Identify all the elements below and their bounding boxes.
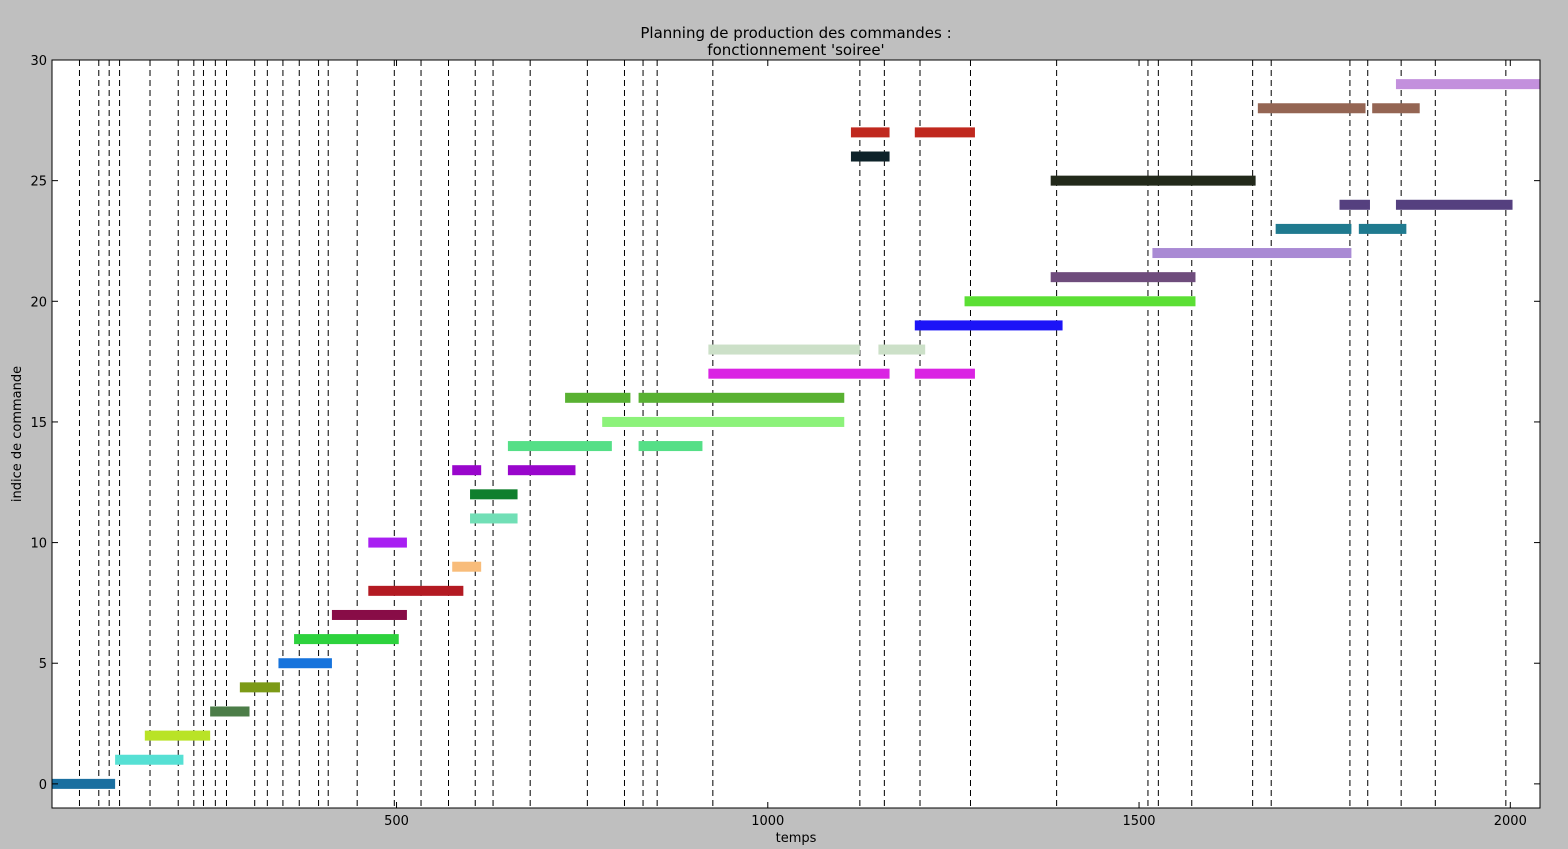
plot-area xyxy=(52,60,1540,808)
y-tick-label-15: 15 xyxy=(30,416,47,431)
bar-order-5-5 xyxy=(278,658,332,669)
x-tick-label-1000: 1000 xyxy=(751,814,784,829)
bar-order-11-11 xyxy=(470,513,518,524)
bar-order-19-24 xyxy=(914,320,1063,331)
plot-frame xyxy=(51,59,1541,809)
bar-order-18-22 xyxy=(708,344,860,355)
bar-order-16-19 xyxy=(638,392,845,403)
bar-order-28-36 xyxy=(1257,103,1366,114)
bar-order-17-20 xyxy=(708,368,890,379)
bar-order-7-7 xyxy=(331,609,407,620)
bar-order-13-13 xyxy=(452,465,482,476)
bar-order-29-38 xyxy=(1395,79,1540,90)
y-tick-label-10: 10 xyxy=(30,537,47,552)
y-tick-label-5: 5 xyxy=(39,657,47,672)
y-axis-label: indice de commande xyxy=(10,366,25,502)
bar-order-26-33 xyxy=(850,151,890,162)
bar-order-18-23 xyxy=(878,344,926,355)
bar-order-20-25 xyxy=(964,296,1196,307)
bar-order-6-6 xyxy=(294,634,399,645)
bar-order-24-31 xyxy=(1395,199,1513,210)
bar-order-21-26 xyxy=(1050,272,1196,283)
bar-order-15-17 xyxy=(602,416,845,427)
bar-order-24-30 xyxy=(1339,199,1370,210)
bar-order-2-2 xyxy=(144,730,211,741)
bar-order-13-14 xyxy=(507,465,576,476)
bar-order-3-3 xyxy=(210,706,250,717)
vertical-reference-lines xyxy=(78,60,1507,808)
bar-order-22-27 xyxy=(1152,248,1352,259)
bar-order-27-35 xyxy=(914,127,975,138)
bar-order-1-1 xyxy=(115,754,184,765)
chart-title-line-2: fonctionnement 'soiree' xyxy=(707,41,884,59)
x-axis-label: temps xyxy=(776,831,817,846)
bar-order-23-28 xyxy=(1275,223,1352,234)
x-tick-label-500: 500 xyxy=(384,814,409,829)
y-tick-label-0: 0 xyxy=(39,778,47,793)
bar-order-27-34 xyxy=(850,127,890,138)
bar-order-14-16 xyxy=(638,441,703,452)
y-tick-label-30: 30 xyxy=(30,54,47,69)
bar-order-12-12 xyxy=(470,489,518,500)
order-bars xyxy=(52,79,1540,789)
bar-order-17-21 xyxy=(914,368,975,379)
bar-order-25-32 xyxy=(1050,175,1256,186)
x-tick-label-1500: 1500 xyxy=(1122,814,1155,829)
axis-ticks: 500 1000 1500 2000 0 5 10 15 20 25 30 xyxy=(30,54,1540,829)
bar-order-16-18 xyxy=(565,392,631,403)
bar-order-8-8 xyxy=(368,585,464,596)
bar-order-0-0 xyxy=(52,778,116,789)
bar-order-9-9 xyxy=(452,561,482,572)
bar-order-28-37 xyxy=(1372,103,1420,114)
x-tick-label-2000: 2000 xyxy=(1494,814,1527,829)
bar-order-23-29 xyxy=(1358,223,1407,234)
y-tick-label-25: 25 xyxy=(30,175,47,190)
y-tick-label-20: 20 xyxy=(30,295,47,310)
chart-title-line-1: Planning de production des commandes : xyxy=(640,24,951,42)
bar-order-14-15 xyxy=(507,441,612,452)
bar-order-4-4 xyxy=(239,682,280,693)
bar-order-10-10 xyxy=(368,537,407,548)
